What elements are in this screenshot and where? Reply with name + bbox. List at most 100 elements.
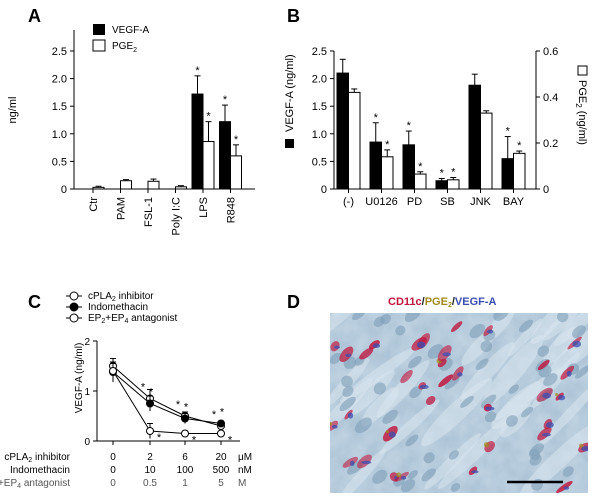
vegf-stain-18 <box>542 392 551 399</box>
panel-a-bar-pge2-4 <box>202 141 215 190</box>
panel-b-left-ytick-label-3: 1.5 <box>312 101 327 113</box>
pge2-axis-label-units: (ng/ml) <box>576 108 588 145</box>
panel-c-sig-cpla2-2: * <box>176 399 181 411</box>
dose-unit-cpla2: μM <box>238 452 252 463</box>
tissue-nucleus-23 <box>330 352 342 365</box>
tissue-nucleus-1 <box>505 415 518 427</box>
cd11c-stain-16 <box>438 374 454 388</box>
panel-a-sig-pge2-5: * <box>234 134 239 146</box>
panel-a-bar-pge2-3 <box>175 186 187 190</box>
tissue-fiber-0 <box>519 422 588 493</box>
legend-swatch-pge2 <box>92 39 106 52</box>
vegf-stain-27 <box>546 422 554 429</box>
panel-c-line-cpla2 <box>112 365 222 427</box>
tissue-nucleus-30 <box>562 466 574 477</box>
dose-value-indomethacin-2: 100 <box>177 465 194 476</box>
vegf-stain-19 <box>541 433 551 437</box>
panel-b-right-axis-label: PGE2 (ng/ml) <box>574 80 588 145</box>
tissue-fiber-15 <box>553 313 588 347</box>
panel-c-point-ep-antagonist-0 <box>109 367 117 375</box>
panel-c-line-indomethacin <box>112 371 222 424</box>
tissue-nucleus-12 <box>423 452 435 464</box>
panel-a-xtick-label-2: FSL-1 <box>143 197 155 227</box>
panel-b-bar-vegf-a-2 <box>402 144 415 190</box>
dose-value-indomethacin-1: 10 <box>144 465 156 476</box>
dose-cpla2-text-2: inhibitor <box>32 452 70 463</box>
legend-label-pge2: PGE2 <box>112 41 137 54</box>
panel-a-bar-pge2-1 <box>120 180 132 190</box>
vegf-stain-1 <box>457 372 463 377</box>
pge2-stain-12 <box>578 443 584 448</box>
vegf-stain-31 <box>388 431 396 438</box>
panel-d: D CD11c/PGE2/VEGF-A <box>287 292 588 493</box>
panel-b-bar-pge2-5 <box>513 152 526 190</box>
panel-b-bar-vegf-a-4 <box>468 84 481 190</box>
panel-a-legend: VEGF-A PGE2 <box>92 24 150 54</box>
tissue-fiber-21 <box>424 433 481 490</box>
dose-row-label-indomethacin: Indomethacin <box>10 465 70 476</box>
dose-value-ep-antagonist-1: 0.5 <box>143 478 157 489</box>
panel-c-point-ep-antagonist-3 <box>217 429 225 438</box>
pge2-stain-20 <box>555 393 559 397</box>
panel-b-left-axis-label-group: VEGF-A (ng/ml) <box>284 54 296 148</box>
tissue-fiber-8 <box>548 317 588 375</box>
legend-label-vegf-a: VEGF-A <box>112 25 150 36</box>
tissue-nucleus-52 <box>520 406 534 418</box>
cd11c-stain-26 <box>537 359 550 371</box>
panel-c-sig-ep-antagonist-2: * <box>192 435 197 447</box>
vegf-stain-33 <box>566 370 572 377</box>
panel-b-bar-vegf-a-5 <box>501 158 514 190</box>
panel-c-sig-cpla2-3: * <box>212 409 217 421</box>
panel-b-sig-vegf-a-2: * <box>407 120 412 132</box>
panel-c-letter: C <box>28 292 41 312</box>
panel-a-bar-vegf-a-5 <box>219 121 231 190</box>
panel-a-bar-pge2-2 <box>147 180 160 190</box>
legend-marker-cpla2 <box>69 291 79 301</box>
panel-b-xtick-label-1: U0126 <box>365 196 397 208</box>
tissue-fiber-14 <box>330 313 363 344</box>
panel-b-bar-vegf-a-3 <box>435 180 448 190</box>
legend-label-cpla2: cPLA2 inhibitor <box>88 291 154 303</box>
panel-b-left-ytick-label-1: 0.5 <box>312 156 327 168</box>
panel-a-xtick-label-0: Ctr <box>88 197 100 212</box>
dose-ep-text-3: antagonist <box>21 478 70 489</box>
panel-b-sig-vegf-a-1: * <box>374 112 379 124</box>
tissue-nucleus-29 <box>450 482 461 492</box>
vegf-stain-30 <box>350 460 355 466</box>
panel-c-line-ep-antagonist <box>112 370 221 434</box>
legend-pge2-subscript: 2 <box>133 47 137 54</box>
tissue-nucleus-45 <box>543 373 558 387</box>
panel-c: C VEGF-A (ng/ml) 012 ***** ** * * cPLA2 inh… <box>0 291 252 490</box>
panel-b-bar-vegf-a-0 <box>336 72 349 190</box>
vegf-stain-32 <box>361 460 372 465</box>
tissue-nucleus-11 <box>405 434 419 447</box>
tissue-nucleus-41 <box>400 478 416 493</box>
panel-a: A ng/ml 0 0.5 1.0 1.5 2.0 2.5 * * * * Ctr PAM FSL-… <box>7 6 255 236</box>
tissue-nucleus-48 <box>354 417 372 434</box>
panel-c-sig-indomethacin-1: * <box>149 387 154 399</box>
tissue-fiber-7 <box>339 346 417 402</box>
panel-c-sig-cpla2-1: * <box>141 382 146 394</box>
tissue-nucleus-47 <box>407 470 418 480</box>
panel-c-point-indomethacin-2 <box>181 414 189 423</box>
panel-c-point-ep-antagonist-2 <box>181 429 189 438</box>
tissue-nucleus-19 <box>480 394 497 409</box>
pge2-stain-15 <box>396 472 402 478</box>
vegf-stain-4 <box>471 470 479 474</box>
tissue-nucleus-31 <box>448 450 459 460</box>
pge2-axis-label-text: PGE <box>576 80 588 103</box>
legend-ep-text-3: antagonist <box>128 313 177 324</box>
panel-b-left-ytick-label-0: 0 <box>321 184 327 196</box>
panel-b-bar-pge2-1 <box>381 156 394 190</box>
dose-ep-text-2: +EP <box>0 478 17 489</box>
dose-value-indomethacin-0: 0 <box>110 465 116 476</box>
dose-value-ep-antagonist-0: 0 <box>110 478 116 489</box>
tissue-fiber-6 <box>336 448 387 493</box>
vegf-stain-10 <box>347 412 354 419</box>
tissue-nucleus-2 <box>382 409 398 424</box>
legend-ep-subscript-1: 2 <box>101 318 105 325</box>
tissue-fiber-20 <box>421 378 493 447</box>
tissue-nucleus-43 <box>460 395 474 408</box>
tissue-nucleus-53 <box>372 469 388 484</box>
